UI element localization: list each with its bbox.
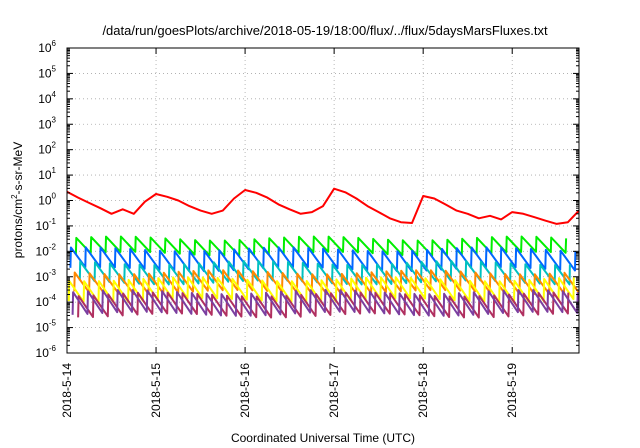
series-line-3 bbox=[69, 246, 577, 273]
chart-title: /data/run/goesPlots/archive/2018-05-19/1… bbox=[102, 23, 548, 38]
series-line-6 bbox=[67, 276, 575, 304]
x-tick-label: 2018-5-15 bbox=[149, 363, 163, 418]
y-axis-label: protons/cm2-s-sr-MeV bbox=[10, 142, 25, 258]
series-line-7 bbox=[77, 291, 570, 319]
y-tick-label: 10-5 bbox=[36, 319, 57, 335]
y-tick-label: 10-6 bbox=[36, 344, 57, 360]
y-tick-label: 10-3 bbox=[36, 268, 57, 284]
y-tick-label: 10-2 bbox=[36, 242, 57, 258]
series-line-5 bbox=[73, 269, 580, 296]
x-axis-label: Coordinated Universal Time (UTC) bbox=[231, 431, 415, 445]
y-tick-label: 103 bbox=[38, 115, 56, 131]
y-tick-label: 100 bbox=[38, 192, 56, 208]
y-tick-label: 10-1 bbox=[36, 217, 57, 233]
series-group bbox=[66, 187, 580, 319]
y-tick-label: 106 bbox=[38, 39, 56, 55]
x-tick-label: 2018-5-17 bbox=[327, 363, 341, 418]
y-tick-label: 104 bbox=[38, 90, 56, 106]
y-tick-label: 10-4 bbox=[36, 293, 57, 309]
x-tick-label: 2018-5-14 bbox=[60, 363, 74, 418]
y-axis: 10-6 10-5 10-4 10-3 10-2 10-1 100 101 102 103 104 1… bbox=[36, 39, 579, 360]
y-tick-label: 101 bbox=[38, 166, 56, 182]
series-line-2 bbox=[74, 235, 568, 257]
x-tick-label: 2018-5-19 bbox=[505, 363, 519, 418]
series-line-8 bbox=[71, 289, 579, 317]
y-tick-label: 105 bbox=[38, 64, 56, 80]
x-tick-label: 2018-5-18 bbox=[416, 363, 430, 418]
x-axis: 2018-5-14 2018-5-15 2018-5-16 2018-5-17 2018… bbox=[60, 48, 519, 418]
series-line-1 bbox=[66, 187, 580, 225]
x-tick-label: 2018-5-16 bbox=[238, 363, 252, 418]
y-tick-label: 102 bbox=[38, 141, 56, 157]
